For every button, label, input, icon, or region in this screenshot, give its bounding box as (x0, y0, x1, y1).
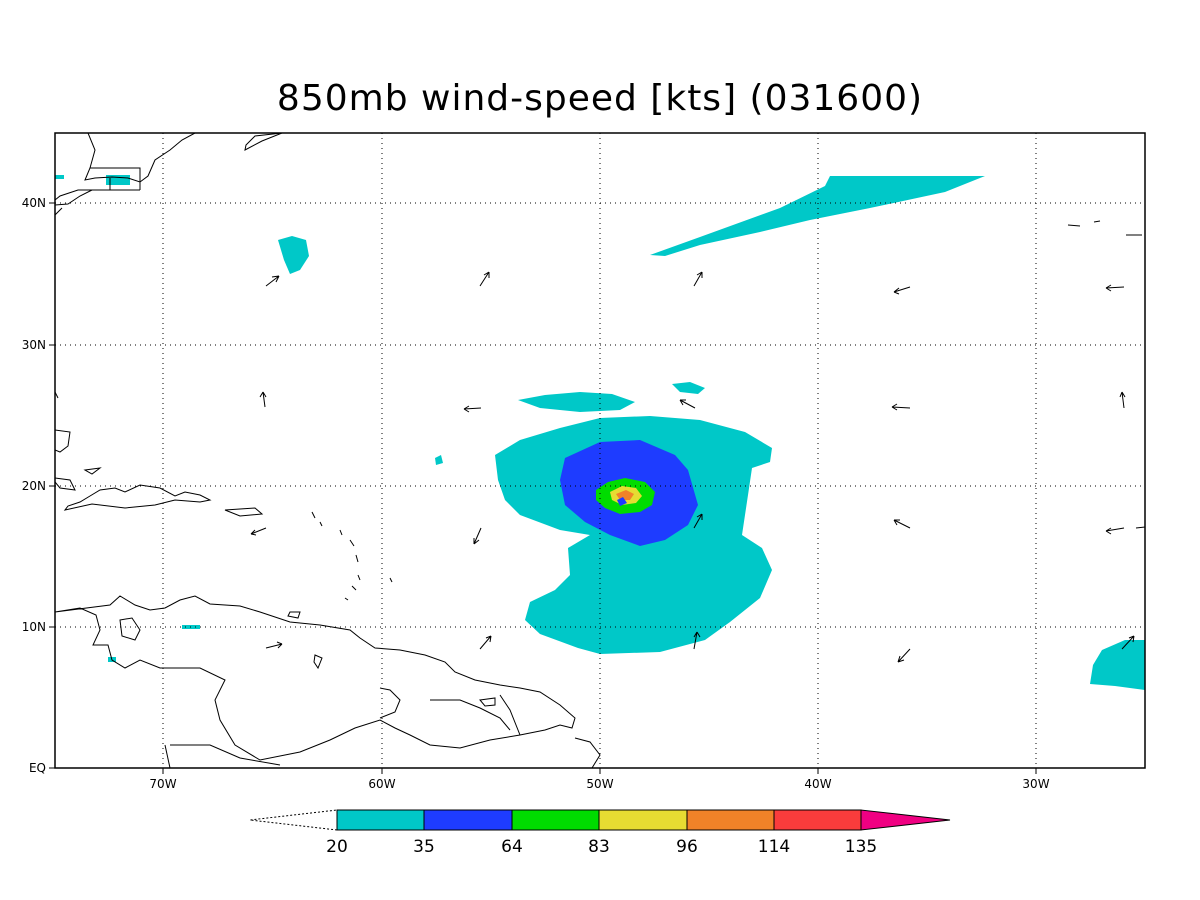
lon-tick-label: 30W (1022, 777, 1049, 791)
lat-tick-label: 20N (22, 479, 46, 493)
colorbar-swatch (423, 809, 513, 831)
colorbar-swatch (598, 809, 688, 831)
graticule (55, 133, 1145, 768)
lon-tick-label: 50W (586, 777, 613, 791)
wind-arrow (893, 519, 911, 529)
wind-arrow (250, 527, 267, 536)
wind-vectors (250, 271, 1145, 663)
lon-tick-label: 60W (368, 777, 395, 791)
coastlines (55, 133, 1142, 768)
colorbar-swatch (773, 809, 862, 831)
colorbar-swatch (686, 809, 775, 831)
wind-arrow (693, 513, 703, 529)
colorbar-label: 135 (845, 837, 877, 857)
colorbar-label: 83 (588, 837, 610, 857)
wind-arrow (265, 641, 283, 649)
wind-arrow (1105, 527, 1125, 535)
wind-arrow (479, 271, 490, 287)
axis-ticks (49, 202, 1037, 774)
colorbar-label: 20 (326, 837, 348, 857)
lon-tick-label: 40W (804, 777, 831, 791)
colorbar-swatch (336, 809, 425, 831)
colorbar-label: 35 (413, 837, 435, 857)
wind-arrow (1105, 284, 1125, 292)
lat-tick-label: EQ (29, 761, 46, 775)
wind-arrow (693, 271, 703, 287)
colorbar-swatch (511, 809, 600, 831)
colorbar-label: 114 (758, 837, 790, 857)
colorbar-low-extension (249, 809, 338, 831)
lat-tick-label: 30N (22, 338, 46, 352)
longitude-labels: 70W 60W 50W 40W 30W (149, 777, 1049, 791)
map-title: 850mb wind-speed [kts] (031600) (276, 78, 924, 119)
map-area (55, 133, 1145, 768)
lat-tick-label: 40N (22, 196, 46, 210)
wind-arrow (679, 399, 696, 409)
wind-arrow (893, 286, 911, 295)
wind-arrow (891, 403, 911, 411)
wind-arrow (693, 631, 701, 650)
colorbar-high-extension (860, 809, 951, 831)
wind-arrow (479, 635, 492, 650)
storm-eye (617, 497, 627, 506)
wind-arrow (265, 275, 280, 287)
wind-20-35-shading (55, 175, 1145, 690)
colorbar-label: 96 (676, 837, 698, 857)
colorbar-label: 64 (501, 837, 523, 857)
wind-arrow (1121, 635, 1135, 650)
wind-arrow (1135, 526, 1145, 529)
wind-arrow (463, 405, 482, 413)
wind-arrow (473, 527, 482, 545)
wind-arrow (259, 391, 267, 408)
latitude-labels: EQ 10N 20N 30N 40N (22, 196, 46, 775)
wind-arrow (897, 648, 911, 663)
wind-arrow (1119, 391, 1126, 409)
colorbar: 20 35 64 83 96 114 135 (249, 809, 951, 857)
lon-tick-label: 70W (149, 777, 176, 791)
lat-tick-label: 10N (22, 620, 46, 634)
wind-96-114-shading (616, 490, 634, 500)
